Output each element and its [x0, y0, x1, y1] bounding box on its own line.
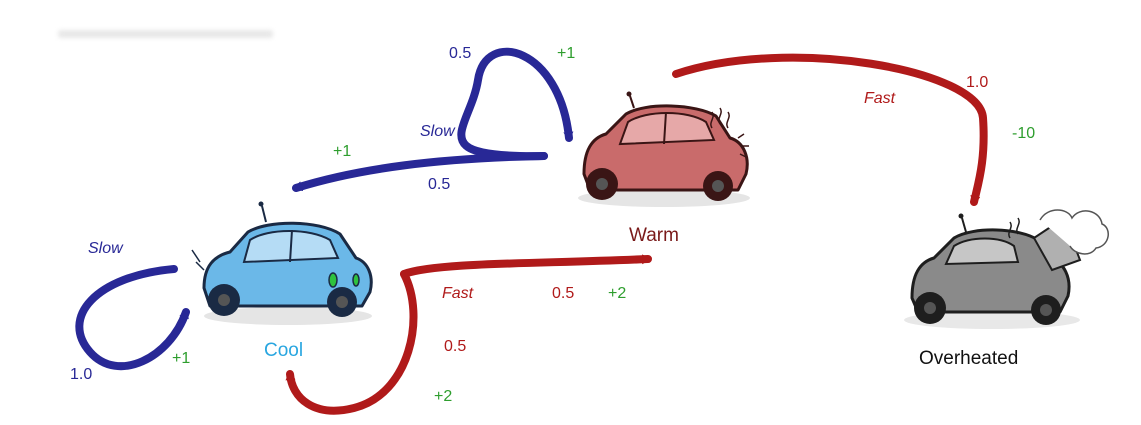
- arrow-warm-fast-overheated: [672, 53, 988, 206]
- state-label-warm: Warm: [629, 225, 679, 246]
- prob-label: 0.5: [552, 285, 575, 302]
- prob-label: 0.5: [428, 176, 451, 193]
- prob-label: 0.5: [444, 338, 467, 355]
- action-label-fast: Fast: [864, 90, 896, 107]
- action-label-fast: Fast: [442, 285, 474, 302]
- reward-label: -10: [1012, 125, 1036, 142]
- reward-label: +2: [608, 285, 627, 302]
- reward-label: +1: [172, 350, 191, 367]
- prob-label: 0.5: [449, 45, 472, 62]
- reward-label: +1: [333, 143, 352, 160]
- blurred-caption: [58, 30, 273, 38]
- reward-label: +2: [434, 388, 453, 405]
- warm-car-icon: [578, 91, 750, 207]
- arrow-cool-slow-self: [75, 265, 190, 371]
- overheated-car-icon: [904, 209, 1109, 329]
- arrow-warm-slow-self: [457, 47, 574, 161]
- prob-label: 1.0: [966, 74, 989, 91]
- action-label-slow: Slow: [420, 123, 455, 140]
- prob-label: 1.0: [70, 366, 93, 383]
- reward-label: +1: [557, 45, 576, 62]
- arrow-warm-slow-cool: [292, 152, 548, 192]
- cool-car-icon: [191, 201, 373, 325]
- arrow-cool-fast-warm: [400, 254, 652, 278]
- arrow-cool-fast-cool: [285, 270, 418, 415]
- state-label-cool: Cool: [264, 340, 304, 361]
- action-label-slow: Slow: [88, 240, 123, 257]
- state-label-overheated: Overheated: [919, 348, 1019, 369]
